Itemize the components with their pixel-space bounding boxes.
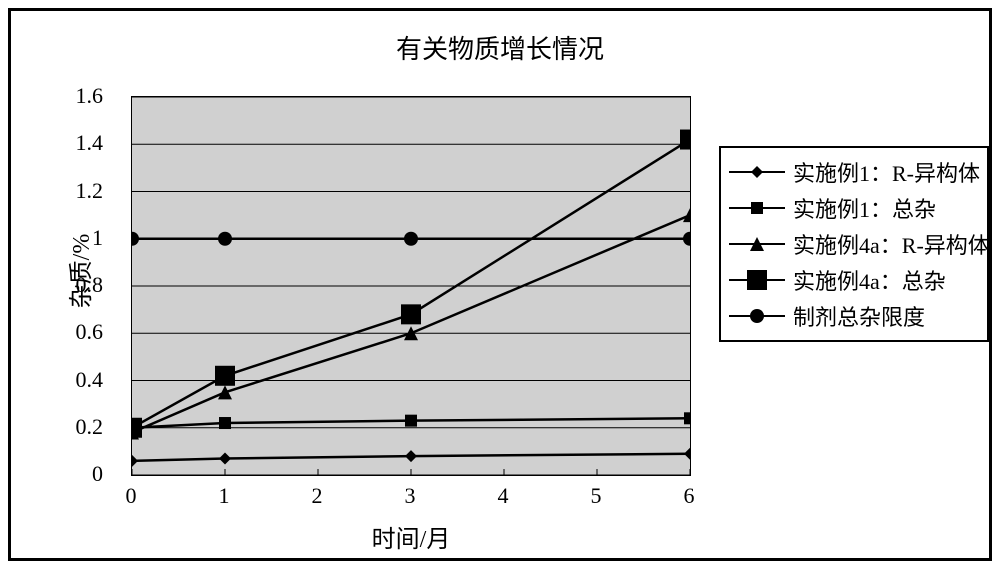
legend-item: 实施例1：总杂 — [729, 190, 979, 226]
y-tick-label: 0.6 — [43, 319, 103, 345]
legend-label: 制剂总杂限度 — [793, 300, 925, 332]
legend-item: 实施例1：R-异构体 — [729, 154, 979, 190]
x-tick-label: 0 — [126, 483, 137, 509]
legend-label: 实施例1：R-异构体 — [793, 156, 980, 188]
legend-marker-icon — [729, 234, 785, 254]
plot-area — [131, 96, 691, 476]
y-tick-label: 1.6 — [43, 83, 103, 109]
x-axis-label: 时间/月 — [131, 519, 691, 554]
legend-marker-icon — [729, 162, 785, 182]
legend-item: 实施例4a：总杂 — [729, 262, 979, 298]
x-tick-label: 5 — [591, 483, 602, 509]
x-tick-label: 2 — [312, 483, 323, 509]
y-tick-label: 0.2 — [43, 414, 103, 440]
y-tick-label: 1.2 — [43, 178, 103, 204]
legend-item: 实施例4a：R-异构体 — [729, 226, 979, 262]
x-tick-label: 4 — [498, 483, 509, 509]
x-tick-label: 3 — [405, 483, 416, 509]
legend-label: 实施例1：总杂 — [793, 192, 936, 224]
y-tick-label: 0.8 — [43, 272, 103, 298]
x-tick-label: 1 — [219, 483, 230, 509]
legend-marker-icon — [729, 198, 785, 218]
y-tick-label: 0 — [43, 461, 103, 487]
y-tick-label: 0.4 — [43, 367, 103, 393]
x-tick-label: 6 — [684, 483, 695, 509]
legend-marker-icon — [729, 270, 785, 290]
legend-marker-icon — [729, 306, 785, 326]
legend-label: 实施例4a：总杂 — [793, 264, 946, 296]
legend: 实施例1：R-异构体实施例1：总杂实施例4a：R-异构体实施例4a：总杂制剂总杂… — [719, 146, 989, 342]
y-tick-label: 1 — [43, 225, 103, 251]
legend-label: 实施例4a：R-异构体 — [793, 228, 990, 260]
y-tick-label: 1.4 — [43, 130, 103, 156]
chart-title: 有关物质增长情况 — [11, 29, 989, 66]
chart-frame: 有关物质增长情况 杂质/% 00.20.40.60.811.21.41.6 01… — [8, 8, 992, 561]
plot-svg — [132, 97, 690, 475]
legend-item: 制剂总杂限度 — [729, 298, 979, 334]
